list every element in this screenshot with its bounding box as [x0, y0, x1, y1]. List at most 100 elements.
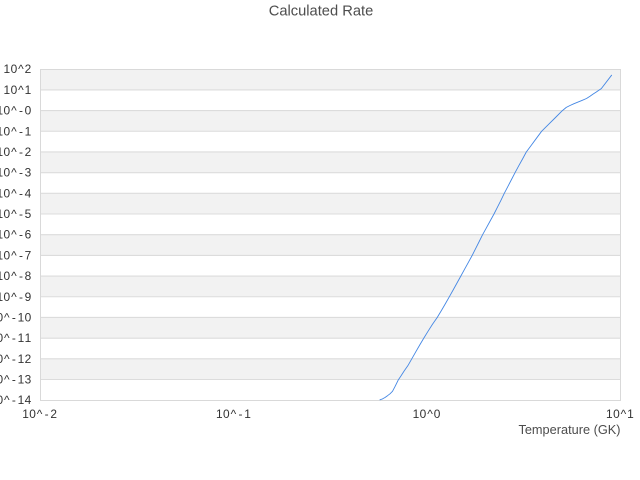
svg-text:^: ^: [11, 124, 17, 138]
svg-text:0: 0: [420, 407, 427, 421]
svg-text:0: 0: [29, 407, 36, 421]
svg-text:1: 1: [216, 407, 223, 421]
svg-text:-: -: [19, 145, 23, 159]
svg-text:^: ^: [4, 310, 10, 324]
svg-text:-: -: [12, 310, 16, 324]
svg-text:1: 1: [0, 124, 3, 138]
svg-text:^: ^: [11, 166, 17, 180]
svg-text:^: ^: [4, 373, 10, 387]
svg-text:1: 1: [0, 166, 3, 180]
svg-text:1: 1: [0, 290, 3, 304]
svg-text:-: -: [19, 166, 23, 180]
svg-text:1: 1: [25, 331, 32, 345]
svg-text:0: 0: [25, 104, 32, 118]
svg-text:1: 1: [413, 407, 420, 421]
svg-text:0: 0: [223, 407, 230, 421]
svg-text:1: 1: [25, 124, 32, 138]
svg-text:0: 0: [11, 62, 18, 76]
svg-text:1: 1: [0, 145, 3, 159]
svg-text:^: ^: [621, 407, 627, 421]
svg-text:^: ^: [427, 407, 433, 421]
svg-text:^: ^: [11, 104, 17, 118]
svg-text:0: 0: [434, 407, 441, 421]
svg-text:0: 0: [4, 269, 11, 283]
svg-text:0: 0: [25, 310, 32, 324]
svg-text:2: 2: [25, 352, 32, 366]
svg-text:-: -: [19, 186, 23, 200]
svg-text:9: 9: [25, 290, 32, 304]
svg-text:-: -: [19, 124, 23, 138]
svg-text:^: ^: [18, 62, 24, 76]
svg-text:1: 1: [0, 186, 3, 200]
svg-text:3: 3: [25, 373, 32, 387]
svg-text:^: ^: [37, 407, 43, 421]
svg-text:^: ^: [18, 83, 24, 97]
svg-text:2: 2: [25, 62, 32, 76]
svg-text:4: 4: [25, 186, 32, 200]
svg-text:0: 0: [4, 290, 11, 304]
svg-text:0: 0: [4, 228, 11, 242]
svg-text:Calculated Rate: Calculated Rate: [269, 4, 374, 20]
svg-text:^: ^: [11, 248, 17, 262]
svg-text:1: 1: [18, 373, 25, 387]
svg-text:1: 1: [0, 248, 3, 262]
svg-text:1: 1: [4, 62, 11, 76]
svg-text:1: 1: [0, 269, 3, 283]
svg-text:-: -: [12, 331, 16, 345]
svg-text:0: 0: [4, 145, 11, 159]
svg-text:Temperature (GK): Temperature (GK): [518, 422, 620, 437]
svg-text:1: 1: [18, 352, 25, 366]
svg-text:-: -: [19, 104, 23, 118]
svg-text:0: 0: [4, 186, 11, 200]
svg-text:2: 2: [25, 145, 32, 159]
svg-text:2: 2: [50, 407, 57, 421]
svg-text:1: 1: [4, 83, 11, 97]
svg-text:^: ^: [231, 407, 237, 421]
svg-text:0: 0: [0, 373, 3, 387]
svg-text:^: ^: [4, 352, 10, 366]
svg-text:0: 0: [4, 166, 11, 180]
svg-text:-: -: [238, 407, 242, 421]
svg-text:0: 0: [0, 352, 3, 366]
svg-text:1: 1: [18, 393, 25, 407]
svg-text:1: 1: [25, 83, 32, 97]
svg-text:^: ^: [11, 207, 17, 221]
svg-text:1: 1: [627, 407, 634, 421]
svg-text:0: 0: [4, 104, 11, 118]
svg-text:-: -: [45, 407, 49, 421]
svg-text:-: -: [19, 207, 23, 221]
svg-text:0: 0: [0, 393, 3, 407]
svg-text:-: -: [19, 269, 23, 283]
svg-text:1: 1: [22, 407, 29, 421]
svg-text:^: ^: [11, 290, 17, 304]
svg-text:-: -: [19, 290, 23, 304]
svg-text:0: 0: [613, 407, 620, 421]
svg-text:^: ^: [11, 269, 17, 283]
svg-text:-: -: [19, 228, 23, 242]
svg-text:^: ^: [11, 228, 17, 242]
svg-text:0: 0: [4, 207, 11, 221]
svg-text:0: 0: [0, 310, 3, 324]
svg-text:1: 1: [18, 310, 25, 324]
svg-text:1: 1: [0, 228, 3, 242]
svg-text:5: 5: [25, 207, 32, 221]
svg-text:0: 0: [0, 331, 3, 345]
svg-text:^: ^: [4, 331, 10, 345]
svg-text:6: 6: [25, 228, 32, 242]
svg-text:1: 1: [0, 207, 3, 221]
svg-text:-: -: [19, 248, 23, 262]
svg-text:^: ^: [11, 186, 17, 200]
svg-text:0: 0: [11, 83, 18, 97]
svg-text:1: 1: [606, 407, 613, 421]
svg-text:4: 4: [25, 393, 32, 407]
svg-text:1: 1: [244, 407, 251, 421]
svg-text:-: -: [12, 373, 16, 387]
svg-text:^: ^: [4, 393, 10, 407]
svg-text:^: ^: [11, 145, 17, 159]
svg-text:0: 0: [4, 124, 11, 138]
svg-text:-: -: [12, 352, 16, 366]
svg-text:0: 0: [4, 248, 11, 262]
svg-text:1: 1: [0, 104, 3, 118]
svg-text:1: 1: [18, 331, 25, 345]
svg-text:7: 7: [25, 248, 32, 262]
